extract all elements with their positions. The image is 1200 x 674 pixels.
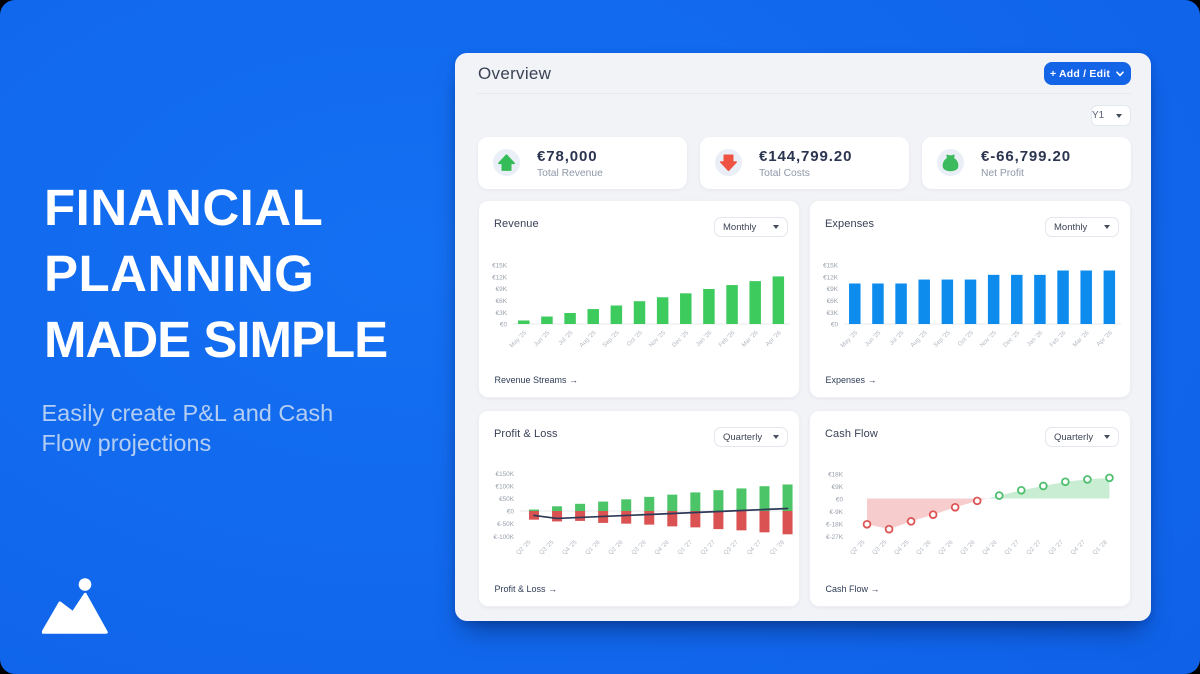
svg-text:€-9K: €-9K xyxy=(830,509,844,516)
svg-text:Aug '25: Aug '25 xyxy=(578,329,598,349)
svg-text:Apr '26: Apr '26 xyxy=(764,329,783,348)
svg-text:€0: €0 xyxy=(836,497,844,504)
svg-text:Q4 '26: Q4 '26 xyxy=(981,539,999,557)
svg-text:Apr '26: Apr '26 xyxy=(1095,329,1114,348)
svg-text:Q4 '25: Q4 '25 xyxy=(561,539,579,557)
svg-text:€3K: €3K xyxy=(827,310,839,317)
svg-text:Q2 '25: Q2 '25 xyxy=(849,539,867,557)
svg-text:€9K: €9K xyxy=(496,286,508,293)
svg-text:€0: €0 xyxy=(500,322,508,329)
svg-text:€18K: €18K xyxy=(828,472,844,479)
svg-text:Q3 '26: Q3 '26 xyxy=(959,539,977,557)
svg-text:Q3 '27: Q3 '27 xyxy=(1047,539,1065,557)
svg-text:€-18K: €-18K xyxy=(826,522,844,529)
svg-text:€15K: €15K xyxy=(823,263,839,270)
svg-text:€9K: €9K xyxy=(832,484,844,491)
svg-text:Jan '26: Jan '26 xyxy=(1026,329,1045,348)
svg-text:€6K: €6K xyxy=(827,298,839,305)
svg-text:Q3 '25: Q3 '25 xyxy=(871,539,889,557)
svg-text:€100K: €100K xyxy=(496,483,515,490)
svg-text:Q3 '27: Q3 '27 xyxy=(722,539,740,557)
svg-text:€0: €0 xyxy=(831,322,839,329)
svg-text:Jul '25: Jul '25 xyxy=(557,329,575,347)
svg-text:Q4 '26: Q4 '26 xyxy=(653,539,671,557)
svg-text:May '25: May '25 xyxy=(508,329,528,349)
svg-text:Q1 '26: Q1 '26 xyxy=(584,539,602,557)
svg-text:Jul '25: Jul '25 xyxy=(888,329,906,347)
svg-text:Jun '25: Jun '25 xyxy=(533,329,552,348)
svg-text:Jan '26: Jan '26 xyxy=(695,329,714,348)
svg-text:Q2 '26: Q2 '26 xyxy=(937,539,955,557)
svg-text:Mar '26: Mar '26 xyxy=(1071,329,1091,349)
svg-text:Q4 '25: Q4 '25 xyxy=(893,539,911,557)
svg-text:Q2 '27: Q2 '27 xyxy=(699,539,717,557)
svg-text:Aug '25: Aug '25 xyxy=(909,329,929,349)
svg-text:Q3 '26: Q3 '26 xyxy=(630,539,648,557)
svg-text:€50K: €50K xyxy=(499,496,515,503)
svg-text:Q2 '26: Q2 '26 xyxy=(607,539,625,557)
svg-text:Q4 '27: Q4 '27 xyxy=(1069,539,1087,557)
svg-text:€0: €0 xyxy=(507,509,515,516)
svg-text:Q1 '27: Q1 '27 xyxy=(1003,539,1021,557)
svg-text:May '25: May '25 xyxy=(839,329,859,349)
svg-text:Q2 '27: Q2 '27 xyxy=(1025,539,1043,557)
svg-text:Q1 '26: Q1 '26 xyxy=(915,539,933,557)
svg-text:Feb '26: Feb '26 xyxy=(717,329,737,349)
svg-text:€12K: €12K xyxy=(823,274,839,281)
svg-text:€15K: €15K xyxy=(492,263,508,270)
svg-text:€3K: €3K xyxy=(496,310,508,317)
svg-text:Sep '25: Sep '25 xyxy=(932,329,952,349)
svg-text:€12K: €12K xyxy=(492,274,508,281)
svg-text:Oct '25: Oct '25 xyxy=(956,329,975,348)
svg-text:€-50K: €-50K xyxy=(497,521,515,528)
svg-text:€-100K: €-100K xyxy=(493,534,514,541)
svg-text:Mar '26: Mar '26 xyxy=(740,329,760,349)
svg-text:Nov '25: Nov '25 xyxy=(979,329,999,349)
svg-text:€6K: €6K xyxy=(496,298,508,305)
svg-text:Q2 '25: Q2 '25 xyxy=(515,539,533,557)
svg-text:€150K: €150K xyxy=(496,471,515,478)
svg-text:Nov '25: Nov '25 xyxy=(648,329,668,349)
svg-text:Q4 '27: Q4 '27 xyxy=(745,539,763,557)
svg-text:Dec '25: Dec '25 xyxy=(671,329,691,349)
svg-text:Q1 '27: Q1 '27 xyxy=(676,539,694,557)
svg-text:Q3 '25: Q3 '25 xyxy=(538,539,556,557)
svg-text:Jun '25: Jun '25 xyxy=(864,329,883,348)
svg-text:€-27K: €-27K xyxy=(826,534,844,541)
svg-text:Oct '25: Oct '25 xyxy=(625,329,644,348)
svg-text:€9K: €9K xyxy=(827,286,839,293)
svg-text:Dec '25: Dec '25 xyxy=(1002,329,1022,349)
svg-text:Q1 '28: Q1 '28 xyxy=(1091,539,1109,557)
svg-text:Sep '25: Sep '25 xyxy=(601,329,621,349)
svg-text:Feb '26: Feb '26 xyxy=(1048,329,1068,349)
svg-text:Q1 '28: Q1 '28 xyxy=(768,539,786,557)
